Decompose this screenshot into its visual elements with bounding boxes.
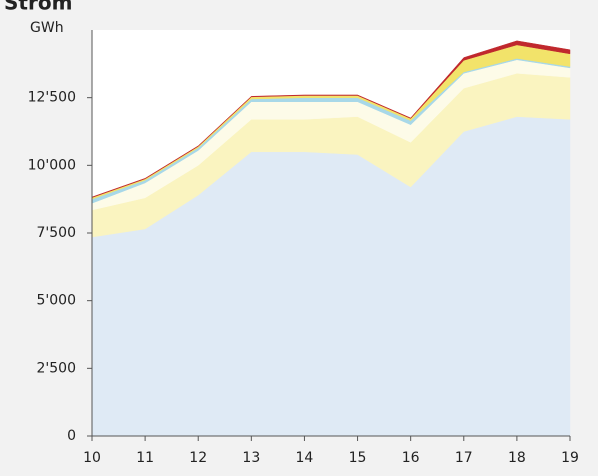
x-tick-label: 12 [189,450,207,466]
y-tick-label: 5'000 [37,293,76,309]
y-tick-label: 7'500 [37,225,76,241]
y-tick-label: 0 [67,428,76,444]
chart-title: Strom [4,0,72,15]
x-tick-label: 15 [349,450,367,466]
y-tick-label: 10'000 [28,157,76,173]
x-tick-label: 16 [402,450,420,466]
y-tick-label: 12'500 [28,90,76,106]
x-tick-label: 11 [136,450,154,466]
x-tick-label: 17 [455,450,473,466]
x-tick-label: 13 [242,450,260,466]
y-tick-label: 2'500 [37,360,76,376]
area [91,40,571,198]
x-tick-label: 14 [296,450,314,466]
y-axis-label: GWh [30,20,64,36]
x-tick-label: 10 [83,450,101,466]
x-tick-label: 19 [561,450,579,466]
x-tick-label: 18 [508,450,526,466]
